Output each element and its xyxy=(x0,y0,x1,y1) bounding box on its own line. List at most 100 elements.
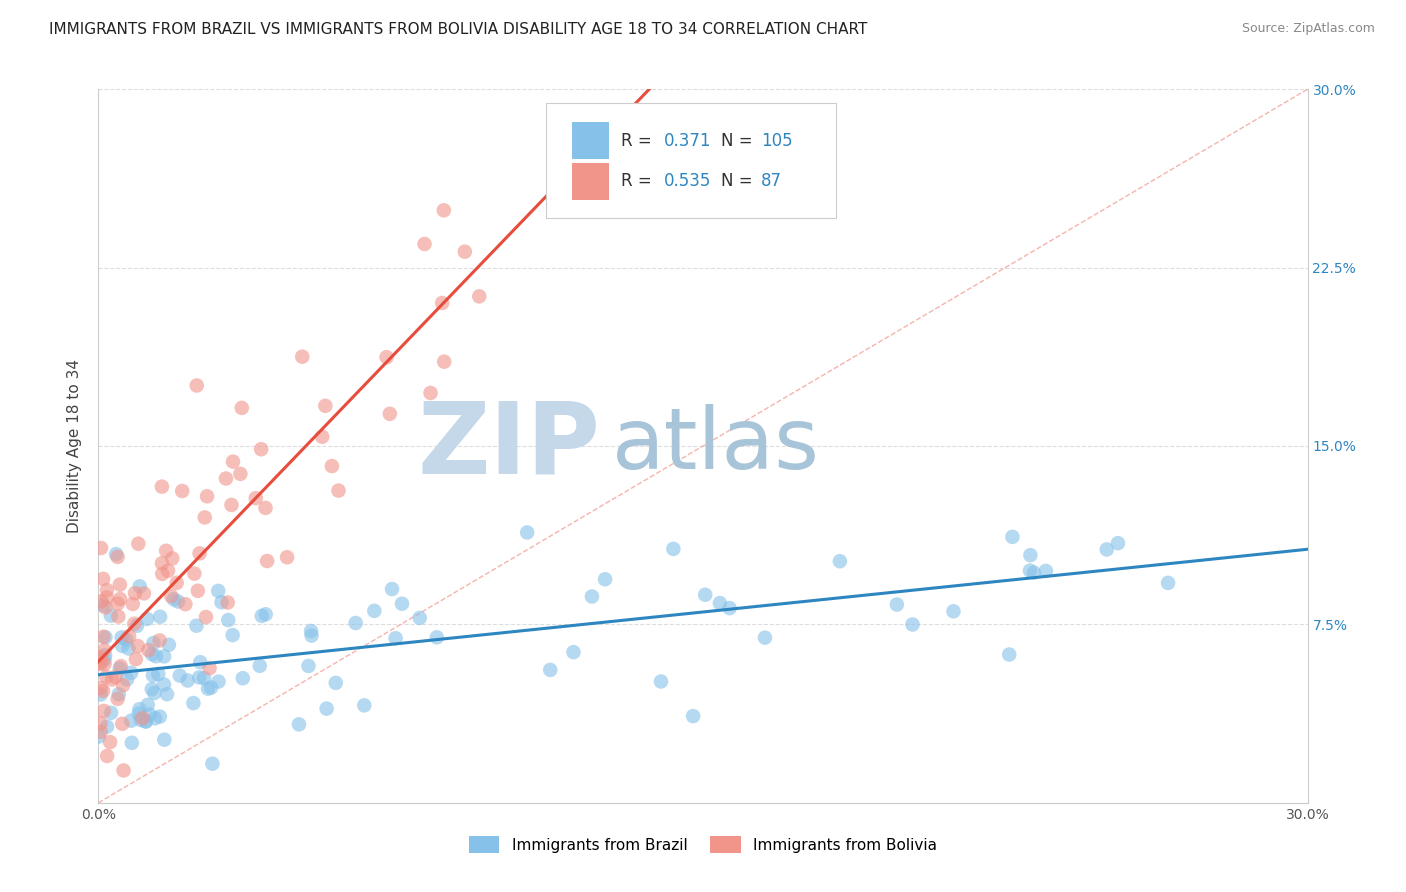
Point xyxy=(166,575,188,590)
Point xyxy=(93,643,115,657)
Point xyxy=(138,707,160,722)
Point xyxy=(90,681,112,695)
Point xyxy=(136,612,159,626)
Point xyxy=(409,611,432,625)
Point xyxy=(413,237,436,252)
Point xyxy=(105,547,128,561)
Point xyxy=(662,541,685,556)
Point xyxy=(172,483,194,498)
Point xyxy=(718,601,741,615)
Point xyxy=(138,643,160,657)
Point xyxy=(581,590,603,604)
Point xyxy=(141,647,163,661)
Point xyxy=(128,702,150,716)
Point xyxy=(142,668,165,682)
Point xyxy=(101,673,124,687)
Point xyxy=(107,609,129,624)
Point xyxy=(174,597,197,611)
Point xyxy=(90,650,112,665)
Point xyxy=(115,632,138,647)
Point xyxy=(454,244,477,259)
Point xyxy=(188,546,211,560)
Point xyxy=(828,554,851,568)
Point xyxy=(112,764,135,778)
Point xyxy=(91,599,114,613)
Point xyxy=(942,604,965,618)
FancyBboxPatch shape xyxy=(572,162,609,200)
Point xyxy=(1022,566,1045,580)
Point xyxy=(117,641,139,656)
Point xyxy=(96,720,118,734)
Point xyxy=(211,595,233,609)
Point xyxy=(90,656,112,670)
Point xyxy=(998,648,1021,662)
Text: R =: R = xyxy=(621,171,651,189)
Point xyxy=(381,582,404,596)
Point xyxy=(135,714,157,728)
Point xyxy=(217,613,239,627)
Point xyxy=(901,617,924,632)
Point xyxy=(363,604,385,618)
Point xyxy=(301,629,323,643)
Point xyxy=(538,663,561,677)
Point xyxy=(217,595,239,609)
Point xyxy=(160,589,183,603)
Point xyxy=(288,717,311,731)
Point xyxy=(107,597,129,611)
Point xyxy=(169,668,191,682)
Point xyxy=(353,698,375,713)
Point xyxy=(96,591,118,605)
Point xyxy=(93,630,115,644)
Point xyxy=(754,631,776,645)
Point xyxy=(91,572,114,586)
Point xyxy=(163,592,186,607)
Point xyxy=(156,687,179,701)
Point xyxy=(111,678,134,692)
Point xyxy=(194,510,217,524)
Point xyxy=(221,628,243,642)
Point xyxy=(1035,564,1057,578)
Point xyxy=(96,582,118,597)
Point xyxy=(155,543,177,558)
Point xyxy=(93,652,115,666)
Point xyxy=(249,658,271,673)
Point xyxy=(709,596,731,610)
Text: IMMIGRANTS FROM BRAZIL VS IMMIGRANTS FROM BOLIVIA DISABILITY AGE 18 TO 34 CORREL: IMMIGRANTS FROM BRAZIL VS IMMIGRANTS FRO… xyxy=(49,22,868,37)
Point xyxy=(1001,530,1024,544)
Point xyxy=(201,756,224,771)
Point xyxy=(299,624,322,638)
Point xyxy=(93,657,115,671)
Point xyxy=(142,636,165,650)
Point xyxy=(150,556,173,570)
Point xyxy=(254,607,277,622)
Point xyxy=(94,630,117,644)
Point xyxy=(222,455,245,469)
Point xyxy=(183,566,205,581)
Point xyxy=(124,616,146,631)
Point xyxy=(153,732,176,747)
Point xyxy=(215,471,238,485)
Point xyxy=(127,537,149,551)
Point xyxy=(1095,542,1118,557)
Point xyxy=(419,386,441,401)
Point xyxy=(593,572,616,586)
Point xyxy=(149,709,172,723)
Point xyxy=(162,551,184,566)
Point xyxy=(90,716,112,731)
FancyBboxPatch shape xyxy=(546,103,837,218)
Text: 87: 87 xyxy=(761,171,782,189)
Point xyxy=(231,401,253,415)
Point xyxy=(250,608,273,623)
Point xyxy=(207,674,229,689)
Point xyxy=(1019,548,1042,562)
Point xyxy=(107,687,129,701)
Point xyxy=(91,684,114,698)
Point xyxy=(325,676,347,690)
Point xyxy=(186,378,208,392)
Point xyxy=(186,618,208,632)
Point xyxy=(150,566,173,581)
Point xyxy=(143,686,166,700)
Point xyxy=(321,459,343,474)
Point xyxy=(276,550,298,565)
Point xyxy=(149,609,172,624)
